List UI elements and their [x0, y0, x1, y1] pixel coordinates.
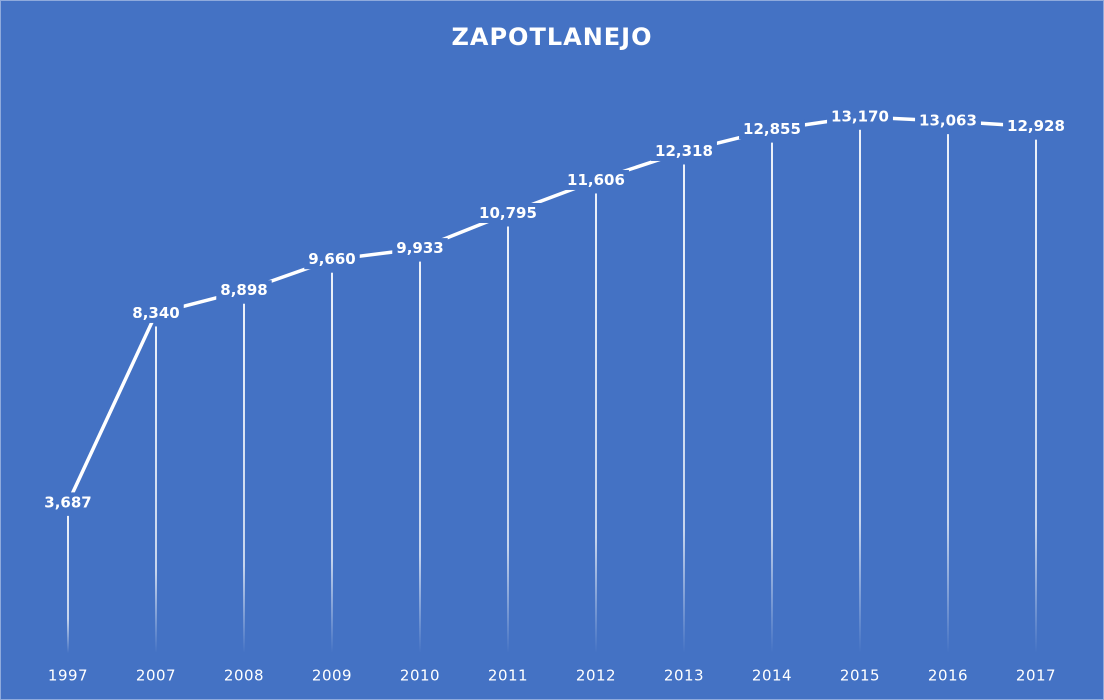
data-label: 3,687	[44, 493, 91, 511]
data-label: 10,795	[479, 204, 537, 222]
drop-line	[859, 129, 861, 654]
data-label-background	[827, 106, 893, 127]
data-label-background	[563, 169, 629, 190]
x-tick-label: 2015	[840, 667, 880, 685]
x-tick-label: 2012	[576, 667, 616, 685]
data-label-background	[128, 302, 184, 323]
x-tick-label: 2016	[928, 667, 968, 685]
drop-line	[67, 515, 69, 653]
data-label: 12,928	[1007, 117, 1065, 135]
data-label-background	[915, 110, 981, 131]
drop-line	[683, 164, 685, 653]
x-tick-label: 2010	[400, 667, 440, 685]
drop-line	[771, 142, 773, 653]
data-label: 13,170	[831, 107, 889, 125]
data-label-background	[392, 238, 448, 259]
data-label: 8,340	[132, 304, 179, 322]
drop-line	[155, 326, 157, 653]
chart-title: ZAPOTLANEJO	[451, 23, 652, 51]
x-tick-label: 2014	[752, 667, 792, 685]
data-label: 13,063	[919, 112, 977, 130]
x-tick-label: 2007	[136, 667, 176, 685]
x-tick-label: 2009	[312, 667, 352, 685]
x-tick-label: 2011	[488, 667, 528, 685]
data-label-background	[1003, 116, 1069, 137]
drop-line	[331, 272, 333, 653]
drop-line	[243, 303, 245, 653]
data-label-background	[739, 119, 805, 140]
drop-line	[947, 134, 949, 653]
data-label: 12,855	[743, 120, 801, 138]
drop-line	[507, 226, 509, 653]
x-tick-label: 2017	[1016, 667, 1056, 685]
data-label-background	[651, 140, 717, 161]
x-tick-label: 2008	[224, 667, 264, 685]
data-label-background	[475, 202, 541, 223]
data-label: 9,660	[308, 250, 355, 268]
data-label: 11,606	[567, 171, 625, 189]
drop-line	[595, 193, 597, 653]
data-label-background	[40, 492, 96, 513]
data-label-background	[216, 280, 272, 301]
drop-line	[419, 261, 421, 653]
x-tick-label: 1997	[48, 667, 88, 685]
x-tick-label: 2013	[664, 667, 704, 685]
data-label-background	[304, 249, 360, 270]
data-label: 12,318	[655, 142, 713, 160]
data-label: 9,933	[396, 239, 443, 257]
drop-line	[1035, 139, 1037, 653]
data-label: 8,898	[220, 281, 267, 299]
